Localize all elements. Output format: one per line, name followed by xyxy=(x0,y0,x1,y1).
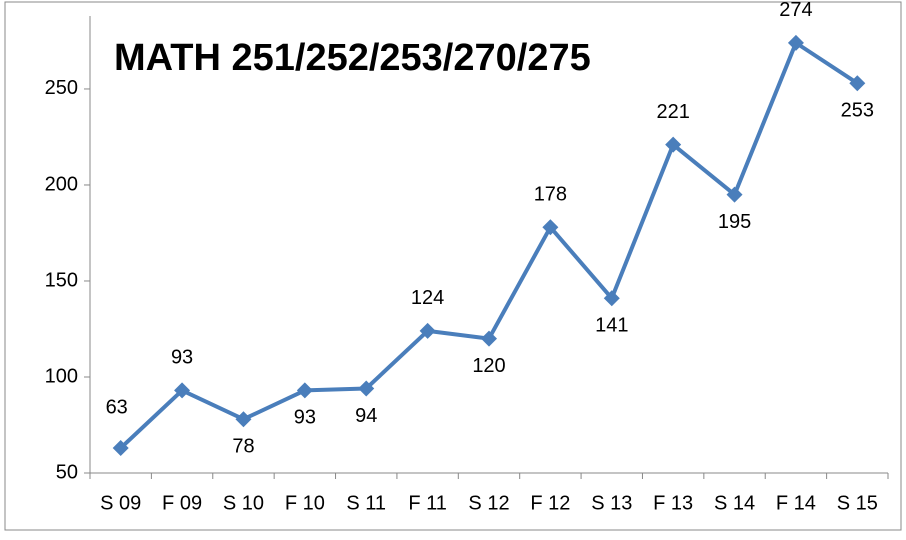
data-label: 274 xyxy=(779,0,812,21)
y-tick-label: 50 xyxy=(56,461,78,483)
marker xyxy=(726,186,743,203)
y-tick-label: 100 xyxy=(45,365,78,387)
marker xyxy=(235,411,252,428)
marker xyxy=(481,330,497,347)
x-tick-label: S 13 xyxy=(591,492,632,514)
marker xyxy=(358,380,375,397)
marker xyxy=(542,219,559,236)
x-tick-label: F 11 xyxy=(408,492,447,514)
x-tick-label: S 14 xyxy=(714,492,755,514)
marker xyxy=(603,290,620,307)
x-tick-label: F 09 xyxy=(162,492,202,514)
marker xyxy=(419,322,436,339)
data-label: 195 xyxy=(718,211,751,233)
x-tick-label: F 12 xyxy=(530,492,570,514)
data-label: 124 xyxy=(411,287,444,309)
y-tick-label: 150 xyxy=(45,269,78,291)
data-label: 93 xyxy=(294,407,316,429)
data-label: 93 xyxy=(171,347,193,369)
x-tick-label: F 10 xyxy=(285,492,325,514)
y-tick-label: 200 xyxy=(45,173,78,195)
data-label: 63 xyxy=(106,396,128,418)
x-tick-label: S 15 xyxy=(837,492,878,514)
data-label: 78 xyxy=(232,436,254,458)
chart-title: MATH 251/252/253/270/275 xyxy=(114,37,591,79)
marker xyxy=(112,440,129,457)
marker xyxy=(296,382,313,399)
data-label: 141 xyxy=(595,315,628,337)
data-label: 221 xyxy=(656,101,689,123)
data-label: 253 xyxy=(841,99,874,121)
x-tick-label: S 10 xyxy=(223,492,264,514)
marker xyxy=(787,34,804,51)
data-label: 178 xyxy=(534,183,567,205)
x-tick-label: S 12 xyxy=(468,492,509,514)
data-label: 120 xyxy=(472,355,505,377)
x-tick-label: S 09 xyxy=(100,492,141,514)
marker xyxy=(174,382,191,399)
marker xyxy=(849,75,866,92)
chart-frame xyxy=(4,1,902,531)
x-tick-label: F 13 xyxy=(653,492,693,514)
data-label: 94 xyxy=(355,405,377,427)
x-tick-label: S 11 xyxy=(346,492,386,514)
x-tick-label: F 14 xyxy=(776,492,816,514)
y-tick-label: 250 xyxy=(45,77,78,99)
marker xyxy=(665,136,682,153)
